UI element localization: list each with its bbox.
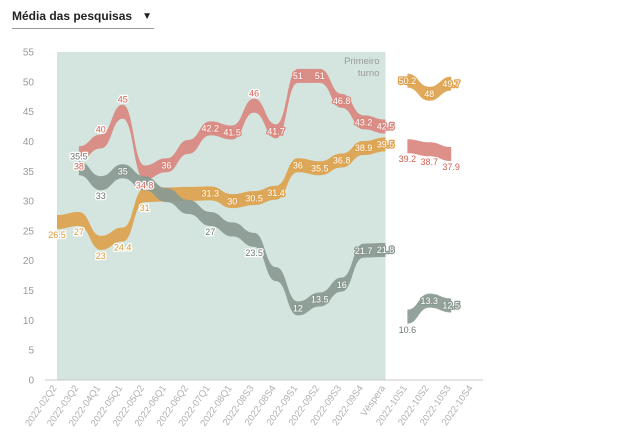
data-label: 36 [293, 161, 303, 171]
data-label: 38.9 [355, 143, 373, 153]
series-band-second-round [407, 73, 452, 101]
data-label: 13.3 [421, 296, 439, 306]
data-label: 51 [315, 71, 325, 81]
data-label: 10.6 [399, 325, 417, 335]
data-label: 38 [74, 161, 84, 171]
data-label: 51 [293, 71, 303, 81]
data-label: 26.5 [48, 230, 66, 240]
data-label: 31.4 [267, 188, 285, 198]
data-label: 23.5 [245, 248, 263, 258]
data-label: 45 [118, 95, 128, 105]
data-label: 46.8 [333, 96, 351, 106]
y-tick-label: 5 [28, 346, 34, 357]
first-round-shading [57, 52, 386, 380]
data-label: 35.5 [311, 163, 329, 173]
y-tick-label: 55 [23, 48, 35, 59]
data-label: 31.3 [202, 189, 220, 199]
data-label: 27 [205, 227, 215, 237]
dropdown-label: Média das pesquisas [12, 9, 133, 23]
data-label: 23 [96, 251, 106, 261]
data-label: 35.5 [70, 151, 88, 161]
data-label: 41.5 [223, 128, 241, 138]
data-label: 39.5 [377, 140, 395, 150]
data-label: 30 [227, 196, 237, 206]
data-label: 35 [118, 166, 128, 176]
data-label: 34.8 [136, 180, 154, 190]
y-tick-label: 45 [23, 107, 35, 118]
data-label: 43.2 [355, 118, 373, 128]
data-label: 12 [293, 304, 303, 314]
data-label: 13.5 [311, 295, 329, 305]
data-label: 36 [161, 161, 171, 171]
data-label: 40 [96, 124, 106, 134]
y-tick-label: 20 [23, 256, 35, 267]
data-label: 36.8 [333, 156, 351, 166]
data-label: 12.5 [442, 301, 460, 311]
y-tick-label: 15 [23, 286, 35, 297]
data-label: 24.4 [114, 242, 132, 252]
y-tick-label: 0 [28, 376, 34, 387]
first-round-annotation: turno [358, 68, 380, 79]
data-label: 31 [140, 203, 150, 213]
data-label: 37.9 [442, 162, 460, 172]
data-label: 46 [249, 89, 259, 99]
data-label: 27 [74, 227, 84, 237]
data-label: 16 [337, 280, 347, 290]
series-band-first-round [57, 137, 386, 250]
first-round-annotation: Primeiro [344, 56, 379, 67]
caret-down-icon: ▼ [142, 11, 152, 22]
data-label: 42.5 [377, 122, 395, 132]
y-tick-label: 35 [23, 167, 35, 178]
y-tick-label: 10 [23, 316, 35, 327]
data-label: 21.8 [377, 245, 395, 255]
series-band-second-round [407, 293, 452, 324]
y-tick-label: 30 [23, 197, 35, 208]
data-label: 21.7 [355, 246, 373, 256]
data-label: 49.7 [442, 79, 460, 89]
data-label: 38.7 [421, 157, 439, 167]
data-label: 33 [96, 191, 106, 201]
data-label: 39.2 [399, 154, 417, 164]
data-label: 41.7 [267, 127, 285, 137]
data-label: 30.5 [245, 193, 263, 203]
series-band-first-round [78, 161, 386, 316]
data-label: 42.2 [202, 124, 220, 134]
y-tick-label: 50 [23, 77, 35, 88]
y-tick-label: 25 [23, 226, 35, 237]
y-tick-label: 40 [23, 137, 35, 148]
data-label: 48 [424, 89, 434, 99]
series-band-second-round [407, 139, 452, 161]
data-label: 50.2 [399, 76, 417, 86]
survey-average-dropdown[interactable]: Média das pesquisas ▼ [12, 6, 154, 29]
